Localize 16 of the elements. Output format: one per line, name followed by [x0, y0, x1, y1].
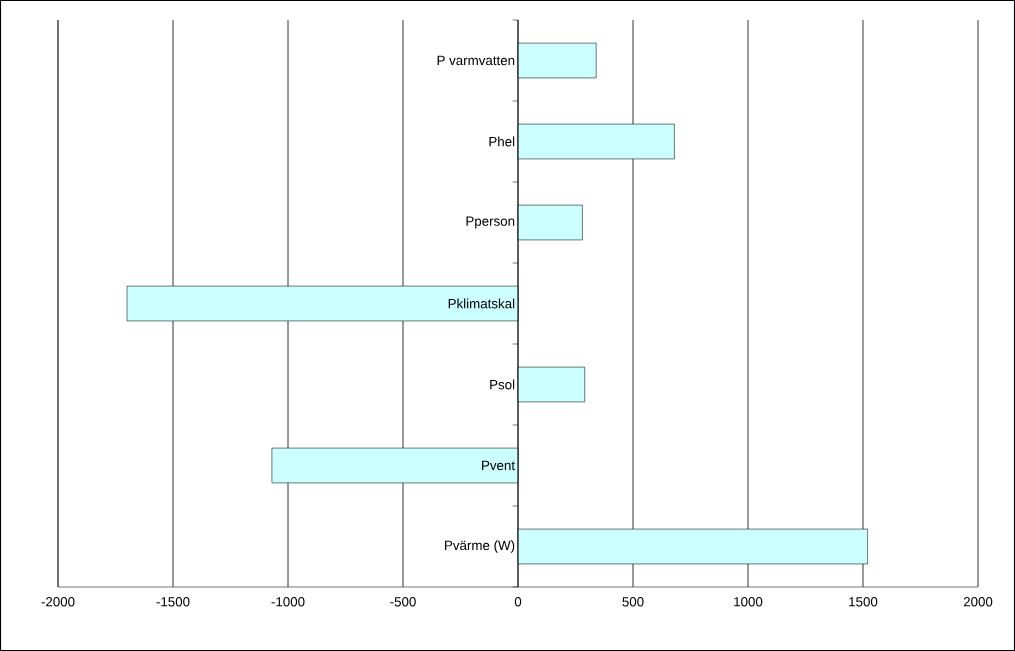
x-tick-label: -1500: [156, 597, 190, 607]
y-tick-label: P varmvatten: [437, 55, 515, 66]
x-tick-label: 0: [514, 597, 522, 607]
x-tick-label: -1000: [271, 597, 305, 607]
x-tick-label: 500: [622, 597, 644, 607]
x-tick-label: -2000: [41, 597, 75, 607]
x-tick-label: 2000: [963, 597, 993, 607]
y-tick-label: Pperson: [466, 216, 515, 229]
y-tick-label: Pklimatskal: [448, 298, 515, 309]
y-tick-label: Phel: [489, 136, 515, 147]
x-tick-label: -500: [390, 597, 416, 607]
y-tick-label: Pvärme (W): [445, 540, 515, 553]
x-tick-label: 1500: [849, 597, 878, 607]
y-tick-label: Pvent: [482, 460, 515, 471]
x-tick-label: 1000: [734, 597, 763, 607]
y-tick-label: Psol: [490, 379, 515, 390]
